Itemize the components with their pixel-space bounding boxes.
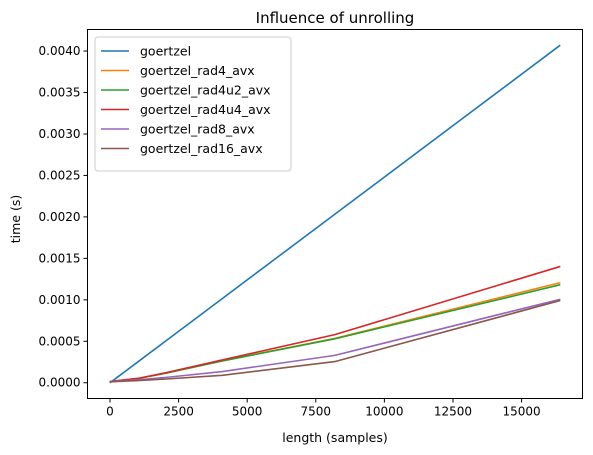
legend-entry-4: goertzel_rad8_avx	[140, 122, 255, 137]
y-tick-label: 0.0020	[39, 210, 81, 224]
y-tick-label: 0.0015	[39, 251, 81, 265]
y-tick-label: 0.0025	[39, 168, 81, 182]
legend-entry-3: goertzel_rad4u4_avx	[140, 102, 271, 117]
legend: goertzel goertzel_rad4_avx goertzel_rad4u2…	[94, 36, 292, 172]
axis-ticks: 0 2500 5000 7500 10000 12500 15000 0.0000 0.0005…	[39, 44, 541, 418]
x-tick-label: 0	[106, 405, 114, 419]
x-tick-label: 12500	[434, 405, 472, 419]
x-tick-label: 10000	[365, 405, 403, 419]
y-axis-label: time (s)	[8, 195, 23, 243]
x-tick-label: 15000	[502, 405, 540, 419]
series-line-3	[109, 265, 561, 383]
series-lines	[109, 44, 561, 384]
y-tick-label: 0.0010	[39, 293, 81, 307]
legend-entry-2: goertzel_rad4u2_avx	[140, 83, 271, 98]
x-tick-label: 2500	[163, 405, 194, 419]
y-tick-label: 0.0040	[39, 44, 81, 58]
chart-title: Influence of unrolling	[256, 9, 415, 27]
legend-box	[94, 36, 292, 172]
y-tick-label: 0.0030	[39, 127, 81, 141]
legend-entry-5: goertzel_rad16_avx	[140, 141, 263, 156]
plot-area-frame	[87, 29, 583, 399]
x-axis-label: length (samples)	[282, 430, 388, 445]
series-line-5	[109, 299, 561, 383]
x-tick-label: 5000	[232, 405, 263, 419]
legend-entry-1: goertzel_rad4_avx	[140, 63, 255, 78]
y-tick-label: 0.0035	[39, 86, 81, 100]
legend-entry-0: goertzel	[140, 44, 191, 59]
x-tick-label: 7500	[301, 405, 332, 419]
y-tick-label: 0.0000	[39, 376, 81, 390]
y-tick-label: 0.0005	[39, 334, 81, 348]
